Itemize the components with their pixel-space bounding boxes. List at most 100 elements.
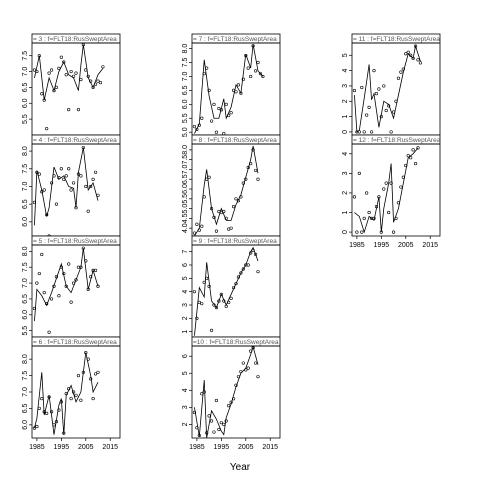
data-point [249,251,253,255]
data-point [389,130,393,134]
data-point [394,216,398,220]
data-point [399,70,403,74]
y-tick-label: 7.0 [22,387,29,397]
panel-3: = 5 : f=FLT18:RusSweptArea 5.5 6.0 6.5 7.0 7.… [22,235,121,338]
y-tick-label: 6.5 [22,82,29,92]
fit-line [354,44,421,133]
data-point [67,262,71,266]
data-point [239,271,243,275]
panel-frame [31,143,121,237]
data-point [64,73,68,77]
panel-strip-label: = 11 : f=FLT18:RusSweptArea [353,36,440,43]
data-point [246,366,250,370]
data-point [236,83,241,87]
data-point [377,87,381,91]
data-point [64,174,68,178]
panel-5: = 7 : f=FLT18:RusSweptArea 5.0 5.5 6.0 6.5 7.… [182,33,281,137]
data-point [96,284,100,288]
y-tick-label: 5 [182,276,189,280]
data-point [241,181,245,185]
y-tick-label: 1 [342,210,349,214]
data-point [256,375,260,379]
data-point [197,228,201,232]
data-point [47,330,51,334]
data-point [396,201,401,205]
y-tick-label: 6.0 [22,420,29,430]
data-point [411,148,415,152]
y-tick-label: 8.0 [22,246,29,256]
data-point [81,246,85,250]
data-point [229,111,233,115]
panels-grid: = 3 : f=FLT18:RusSweptArea5.56.06.57.07.… [22,33,441,451]
data-point [202,280,206,284]
data-point [406,154,410,158]
data-point [57,66,61,70]
data-point [69,300,73,304]
data-point [212,102,216,106]
data-point [382,84,386,88]
y-tick-label: 1 [182,330,189,334]
panel-plot-area [32,43,105,131]
x-tick-label: 1985 [349,242,365,249]
y-tick-label: 6.5 [22,403,29,413]
y-tick-label: 5 [342,53,349,57]
data-point [387,210,391,215]
data-point [365,191,369,195]
data-point [253,361,258,365]
data-point [411,56,415,60]
data-point [251,148,255,152]
data-point [234,282,238,286]
data-point [52,174,56,178]
data-point [394,99,398,103]
panel-strip-label: = 8 : f=FLT18:RusSweptArea [193,137,277,144]
data-point [54,419,59,424]
y-tick-label: 4.5 [182,213,189,223]
data-point [391,230,396,234]
y-tick-label: 3 [342,84,349,88]
data-point [379,114,383,119]
data-point [229,296,233,300]
y-tick-label: 7.5 [22,51,29,61]
data-point [45,127,49,131]
data-point [377,195,381,199]
data-point [86,74,90,78]
data-point [217,427,221,432]
x-tick-label: 2005 [398,242,414,249]
data-point [84,68,88,72]
data-point [69,188,73,192]
data-point [74,206,78,210]
y-tick-label: 8.0 [182,44,189,54]
data-point [234,90,238,94]
data-point [57,408,61,412]
panel-plot-area [32,350,100,435]
panel-strip-label: = 4 : f=FLT18:RusSweptArea [33,137,117,144]
data-point [202,195,206,199]
data-point [195,127,199,132]
data-point [214,130,219,134]
data-point [224,216,228,220]
data-point [205,276,209,280]
data-point [205,431,209,435]
data-point [384,108,388,113]
data-point [249,161,253,166]
data-point [32,426,37,430]
data-point [372,68,376,73]
data-point [200,224,204,228]
data-point [379,230,383,234]
data-point [49,68,54,72]
y-tick-label: 7.5 [22,371,29,381]
panel-frame [31,42,121,136]
data-point [241,77,245,81]
y-tick-label: 5.5 [182,194,189,204]
data-point [35,69,39,74]
data-point [236,199,241,203]
data-point [96,79,100,83]
y-tick-label: 7.5 [22,164,29,174]
data-point [67,387,71,391]
data-point [67,108,71,112]
y-tick-label: 7 [182,250,189,254]
data-point [219,421,223,425]
data-point [205,66,209,70]
data-point [197,123,201,127]
